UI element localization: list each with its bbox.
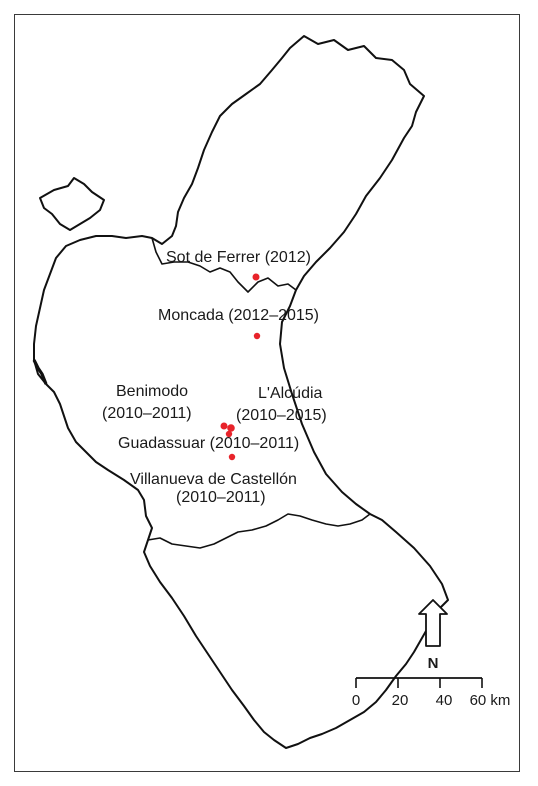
scale-tick-60: 60 km — [470, 692, 511, 709]
north-arrow-icon — [418, 599, 448, 647]
scale-bar — [355, 677, 483, 688]
label-guadassuar: Guadassuar (2010–2011) — [118, 435, 299, 452]
north-label: N — [428, 655, 439, 672]
site-marker-moncada — [253, 332, 261, 340]
site-marker-sot-de-ferrer — [252, 273, 260, 281]
province-boundary-north — [151, 237, 297, 293]
enclave-outline — [39, 177, 105, 231]
site-marker-villanueva — [228, 453, 236, 461]
west-border-detail — [32, 359, 48, 385]
site-marker-benimodo — [220, 422, 228, 430]
scale-tick-40: 40 — [436, 692, 453, 709]
label-benimodo-name: Benimodo — [116, 383, 188, 400]
site-marker-guadassuar — [225, 430, 233, 438]
label-moncada: Moncada (2012–2015) — [158, 307, 319, 324]
label-sot-de-ferrer: Sot de Ferrer (2012) — [166, 249, 311, 266]
label-lalcudia-name: L'Alcúdia — [258, 385, 323, 402]
province-boundary-south — [147, 513, 371, 549]
label-lalcudia-years: (2010–2015) — [236, 407, 327, 424]
scale-tick-0: 0 — [352, 692, 360, 709]
label-benimodo-years: (2010–2011) — [102, 405, 192, 422]
label-villanueva-name: Villanueva de Castellón — [130, 471, 297, 488]
label-villanueva-years: (2010–2011) — [176, 489, 266, 506]
region-outline — [33, 35, 449, 749]
site-marker-lalcudia — [227, 424, 235, 432]
scale-tick-20: 20 — [392, 692, 409, 709]
